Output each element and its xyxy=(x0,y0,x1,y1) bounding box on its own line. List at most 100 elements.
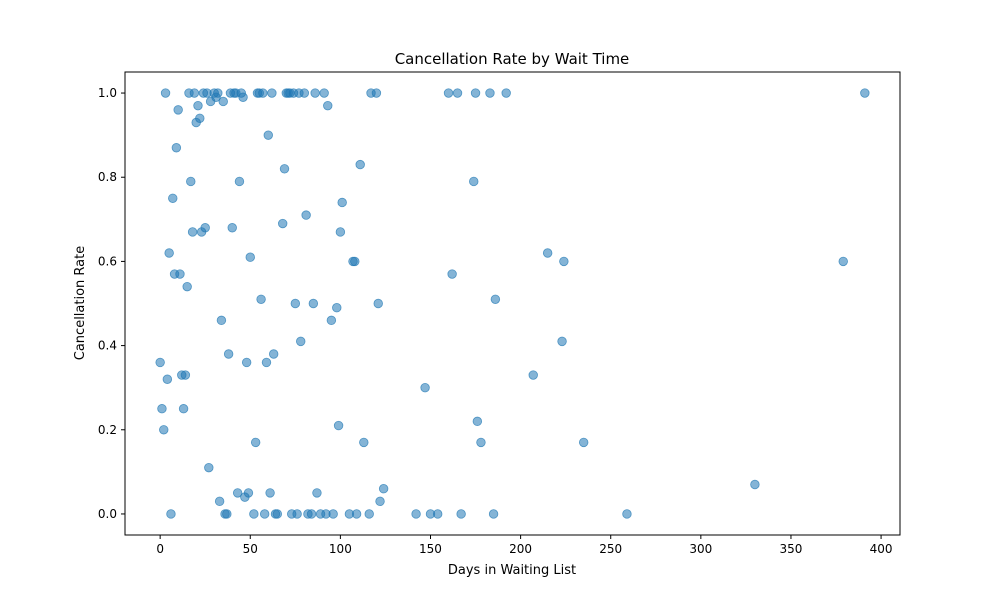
data-point xyxy=(243,488,254,498)
data-point xyxy=(860,88,870,98)
data-point xyxy=(214,496,225,507)
data-point xyxy=(180,370,191,380)
x-axis-ticks: 0 50 100 150 200 250 300 350 400 xyxy=(156,535,893,556)
data-point xyxy=(359,437,369,448)
y-axis-ticks: 0.0 0.2 0.4 0.6 0.8 1.0 xyxy=(98,86,125,521)
data-point xyxy=(189,88,200,98)
data-point xyxy=(476,437,486,448)
data-point xyxy=(166,509,176,519)
data-point xyxy=(157,404,167,414)
data-point xyxy=(490,294,501,304)
data-point xyxy=(258,88,268,98)
data-point xyxy=(557,336,567,347)
data-point xyxy=(378,484,389,494)
data-point xyxy=(299,88,310,98)
data-point xyxy=(335,227,346,237)
data-point xyxy=(472,416,483,427)
data-point xyxy=(263,130,273,140)
data-point xyxy=(290,298,301,309)
data-point xyxy=(171,143,182,153)
y-tick-label: 1.0 xyxy=(98,86,117,100)
data-point xyxy=(542,248,553,258)
data-point xyxy=(306,509,317,519)
data-points xyxy=(155,88,870,519)
x-tick-label: 0 xyxy=(156,542,164,556)
x-tick-label: 100 xyxy=(329,542,352,556)
data-point xyxy=(310,88,320,98)
data-point xyxy=(193,100,203,111)
y-tick-label: 0.4 xyxy=(98,339,117,353)
x-tick-label: 150 xyxy=(419,542,442,556)
data-point xyxy=(485,88,495,98)
data-point xyxy=(168,193,178,203)
data-point xyxy=(559,256,569,267)
y-tick-label: 0.8 xyxy=(98,170,117,184)
data-point xyxy=(164,248,174,258)
data-point xyxy=(420,382,430,393)
data-point xyxy=(195,113,205,124)
data-point xyxy=(222,509,232,519)
data-point xyxy=(186,176,196,187)
data-point xyxy=(160,88,171,98)
data-point xyxy=(333,420,344,431)
data-point xyxy=(501,88,511,98)
data-point xyxy=(371,88,382,98)
data-point xyxy=(326,315,337,326)
data-point xyxy=(470,88,481,98)
data-point xyxy=(375,496,385,507)
x-tick-label: 250 xyxy=(599,542,622,556)
x-tick-label: 350 xyxy=(780,542,803,556)
data-point xyxy=(187,227,198,237)
data-point xyxy=(267,88,277,98)
data-point xyxy=(469,176,479,187)
data-point xyxy=(411,509,421,519)
data-point xyxy=(443,88,454,98)
y-tick-label: 0.6 xyxy=(98,254,117,268)
data-point xyxy=(159,425,169,435)
x-tick-label: 400 xyxy=(870,542,893,556)
data-point xyxy=(218,96,228,107)
data-point xyxy=(355,159,365,170)
chart-title: Cancellation Rate by Wait Time xyxy=(395,50,630,68)
data-point xyxy=(488,509,499,519)
data-point xyxy=(332,303,342,313)
data-point xyxy=(268,349,279,359)
data-point xyxy=(175,269,185,279)
data-point xyxy=(312,488,322,498)
data-point xyxy=(308,298,319,309)
data-point xyxy=(373,298,383,309)
data-point xyxy=(456,509,466,519)
data-point xyxy=(622,509,632,519)
data-point xyxy=(351,509,362,519)
data-point xyxy=(319,88,329,98)
data-point xyxy=(182,281,192,292)
data-point xyxy=(447,269,457,279)
x-tick-label: 50 xyxy=(243,542,258,556)
data-point xyxy=(227,223,237,233)
data-point xyxy=(433,509,443,519)
data-point xyxy=(296,336,306,347)
data-point xyxy=(238,92,248,102)
data-point xyxy=(328,509,338,519)
data-point xyxy=(245,252,255,262)
data-point xyxy=(292,509,302,519)
y-tick-label: 0.2 xyxy=(98,423,117,437)
data-point xyxy=(250,437,261,448)
data-point xyxy=(232,488,243,498)
data-point xyxy=(155,357,165,368)
data-point xyxy=(337,197,347,208)
data-point xyxy=(178,404,189,414)
plot-frame xyxy=(124,71,901,536)
data-point xyxy=(261,357,272,368)
data-point xyxy=(241,357,252,368)
data-point xyxy=(578,437,589,448)
data-point xyxy=(213,88,223,98)
data-point xyxy=(256,294,266,304)
data-point xyxy=(249,509,259,519)
data-point xyxy=(216,315,227,326)
data-point xyxy=(750,479,760,490)
data-point xyxy=(272,509,283,519)
x-tick-label: 300 xyxy=(689,542,712,556)
y-axis-label: Cancellation Rate xyxy=(73,246,88,360)
